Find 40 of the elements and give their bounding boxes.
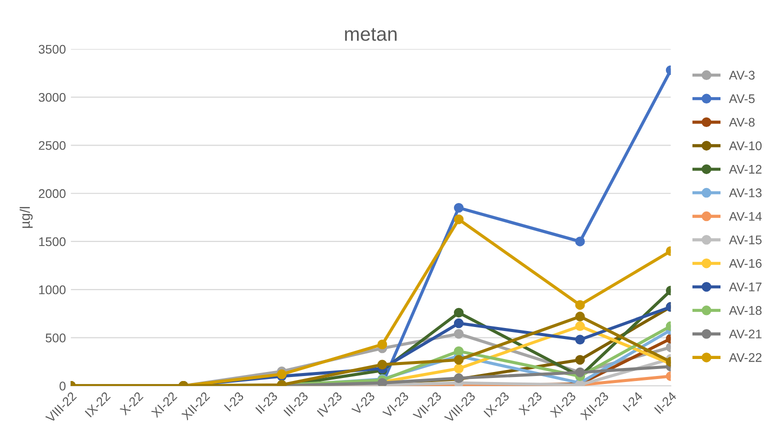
legend-label: AV-16 — [728, 258, 762, 268]
chart-title: metan — [345, 28, 397, 41]
x-tick-label: I-24 — [622, 391, 643, 412]
point — [454, 308, 464, 318]
point — [575, 312, 585, 322]
y-tick-label: 3000 — [38, 92, 66, 102]
y-tick-label: 3500 — [38, 44, 66, 54]
y-tick-label: 1000 — [39, 285, 66, 294]
point — [454, 214, 464, 224]
legend-label: AV-18 — [728, 306, 762, 315]
legend-label: AV-21 — [728, 330, 762, 338]
y-tick-label: 1500 — [39, 237, 66, 246]
legend-label: AV-10 — [728, 141, 762, 150]
point — [454, 329, 464, 339]
legend-label: AV-3 — [728, 70, 755, 80]
y-axis-title: µg/l — [20, 207, 33, 228]
legend-label: AV-17 — [728, 282, 762, 292]
point — [575, 354, 585, 365]
y-tick-label: 2500 — [38, 141, 66, 150]
legend-label: AV-22 — [728, 353, 762, 362]
point — [575, 334, 585, 344]
y-tick-label: 2000 — [38, 189, 66, 198]
point — [575, 300, 585, 310]
x-tick-label: V-23 — [351, 391, 376, 416]
legend-label: AV-8 — [728, 118, 755, 127]
point — [377, 360, 388, 370]
legend-label: AV-13 — [728, 188, 762, 198]
x-tick-label: I-23 — [224, 391, 244, 412]
point — [454, 318, 464, 328]
legend-label: AV-14 — [728, 212, 762, 221]
legend-label: AV-15 — [728, 236, 762, 244]
point — [575, 236, 585, 246]
point — [454, 202, 464, 213]
legend-label: AV-5 — [728, 94, 755, 104]
point — [454, 364, 464, 374]
point — [575, 321, 585, 332]
point — [377, 340, 388, 350]
y-tick-label: 500 — [46, 334, 66, 342]
y-tick-label: 0 — [60, 382, 66, 390]
legend-label: AV-12 — [728, 164, 762, 174]
